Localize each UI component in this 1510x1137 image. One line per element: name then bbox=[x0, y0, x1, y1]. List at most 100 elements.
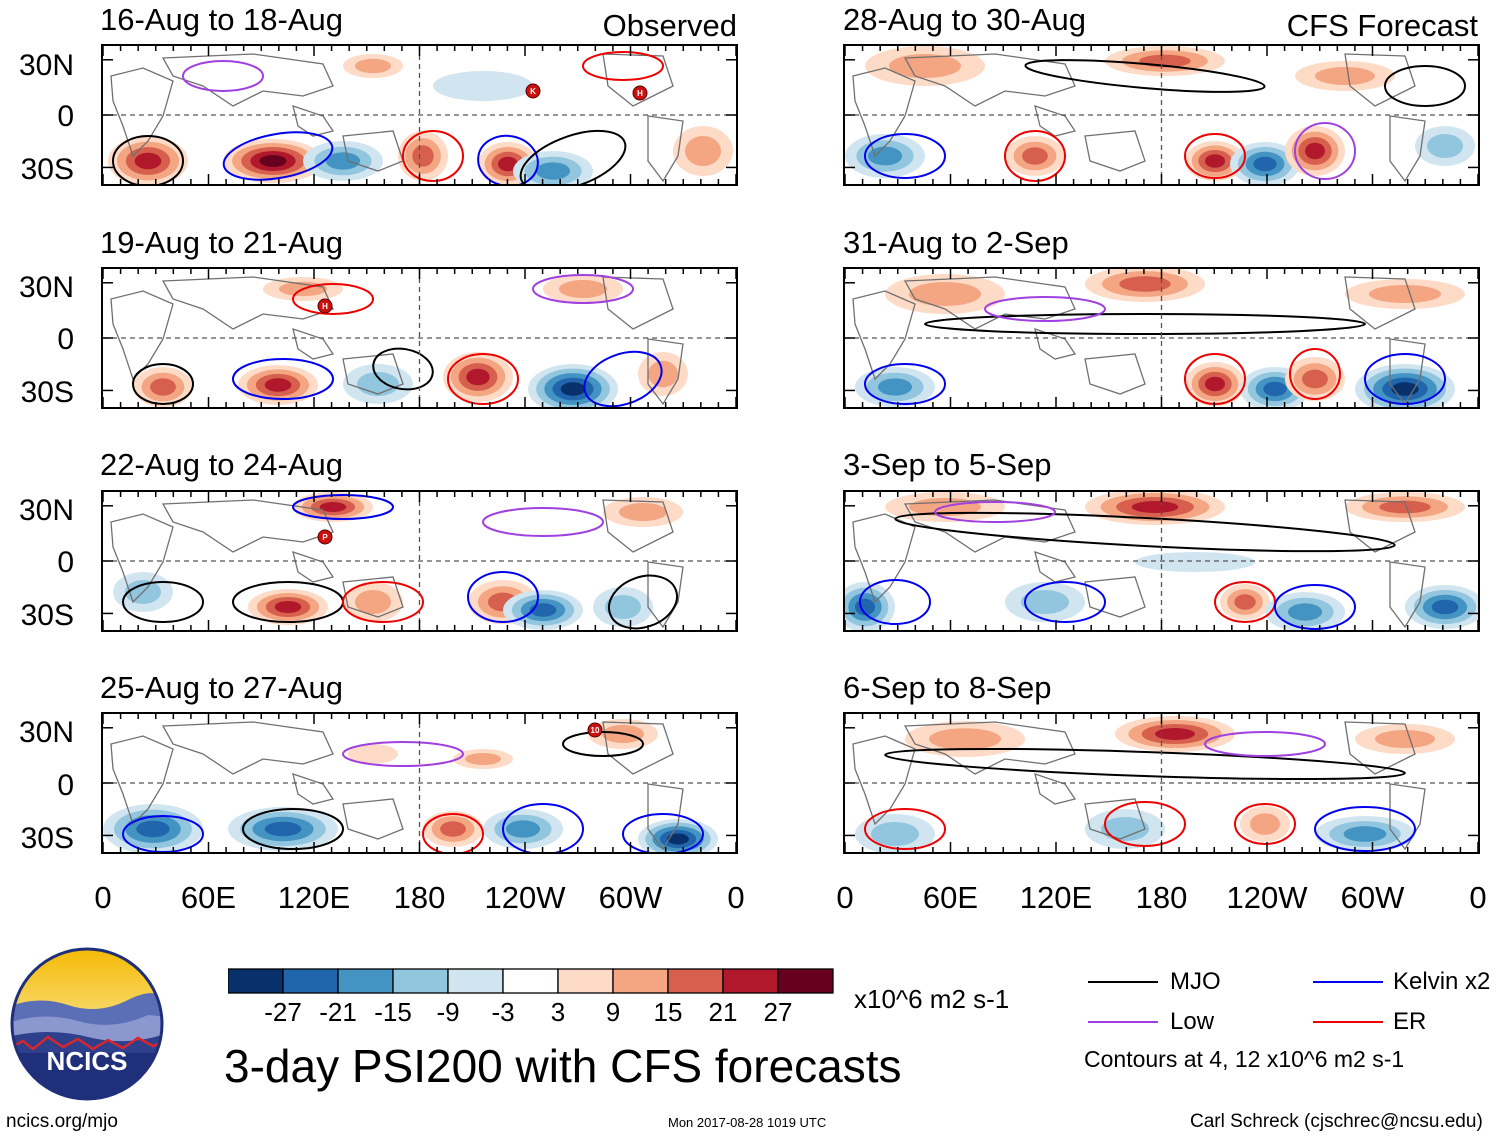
coastline bbox=[1084, 798, 1146, 840]
psi-anomaly-shading bbox=[1375, 730, 1435, 748]
psi-anomaly-shading bbox=[1135, 552, 1255, 572]
coastline bbox=[1034, 773, 1077, 805]
coastline bbox=[1084, 353, 1146, 395]
psi-anomaly-shading bbox=[433, 71, 533, 101]
psi-anomaly-shading bbox=[877, 378, 913, 396]
colorbar-swatch bbox=[612, 968, 669, 994]
contour-line bbox=[864, 808, 946, 850]
colorbar-tick-label: -3 bbox=[491, 997, 515, 1027]
contour-legend bbox=[1088, 981, 1383, 1023]
y-tick-30n: 30N bbox=[18, 716, 74, 749]
psi-anomaly-shading bbox=[1101, 817, 1149, 841]
map-canvas: P bbox=[103, 492, 736, 630]
y-tick-eq: 0 bbox=[57, 323, 74, 356]
psi-anomaly-shading bbox=[619, 503, 667, 521]
psi-anomaly-shading bbox=[465, 753, 501, 765]
psi-anomaly-shading bbox=[355, 58, 391, 74]
panel-title-8: 6-Sep to 8-Sep bbox=[843, 670, 1052, 705]
x-tick-label: 180 bbox=[393, 880, 446, 915]
colorbar bbox=[228, 968, 834, 994]
psi-anomaly-shading bbox=[440, 821, 466, 837]
contour-line bbox=[1204, 731, 1326, 757]
contour-line bbox=[532, 274, 634, 304]
y-tick-eq: 0 bbox=[57, 100, 74, 133]
psi-anomaly-shading bbox=[348, 744, 398, 764]
colorbar-swatch bbox=[337, 968, 394, 994]
psi-anomaly-shading bbox=[498, 156, 518, 172]
y-tick-eq: 0 bbox=[57, 546, 74, 579]
coastline bbox=[161, 53, 334, 107]
panel-title-2: 19-Aug to 21-Aug bbox=[100, 225, 344, 260]
colorbar-swatch bbox=[228, 968, 284, 994]
psi-anomaly-shading bbox=[325, 152, 361, 170]
x-tick-label: 60W bbox=[598, 880, 663, 915]
psi-anomaly-shading bbox=[1253, 156, 1277, 172]
contour-line bbox=[1104, 801, 1186, 847]
storm-marker-label: P bbox=[322, 533, 328, 542]
storm-marker-label: H bbox=[322, 302, 328, 311]
y-tick-30s: 30S bbox=[20, 599, 74, 632]
coastline bbox=[342, 576, 404, 618]
contour-line bbox=[984, 296, 1106, 322]
colorbar-swatch bbox=[392, 968, 449, 994]
contour-line bbox=[1364, 353, 1446, 405]
coastline bbox=[1034, 551, 1077, 583]
contour-line bbox=[112, 135, 184, 184]
y-tick-30n: 30N bbox=[18, 49, 74, 82]
coastline bbox=[602, 721, 674, 775]
psi-anomaly-shading bbox=[1205, 154, 1225, 168]
panel-tag-forecast: CFS Forecast bbox=[1286, 8, 1478, 43]
contour-line bbox=[372, 347, 434, 391]
coastline bbox=[1389, 338, 1426, 406]
x-tick-label: 120E bbox=[1019, 880, 1093, 915]
psi-anomaly-shading bbox=[134, 152, 162, 170]
coastline bbox=[161, 499, 334, 553]
psi-anomaly-shading bbox=[535, 162, 571, 180]
colorbar-swatch bbox=[777, 968, 834, 994]
coastline bbox=[1344, 53, 1416, 107]
panel-tag-observed: Observed bbox=[602, 8, 737, 43]
psi-anomaly-shading bbox=[1131, 501, 1179, 513]
psi-anomaly-shading bbox=[1119, 276, 1171, 292]
y-tick-30n: 30N bbox=[18, 494, 74, 527]
psi-anomaly-shading bbox=[1379, 500, 1431, 514]
coastline bbox=[1389, 115, 1426, 183]
storm-marker-label: K bbox=[530, 87, 536, 96]
map-panel-observed-2: H bbox=[101, 267, 738, 409]
coastline bbox=[1034, 328, 1077, 360]
map-panel-forecast-4 bbox=[843, 712, 1480, 854]
y-tick-30n: 30N bbox=[18, 271, 74, 304]
coastline bbox=[292, 551, 335, 583]
coastline bbox=[1034, 105, 1077, 137]
contour-line bbox=[608, 574, 678, 630]
storm-marker bbox=[632, 85, 648, 101]
map-panel-observed-4: 10 bbox=[101, 712, 738, 854]
map-panel-forecast-1 bbox=[843, 44, 1480, 186]
contour-line bbox=[582, 51, 664, 81]
x-tick-label: 60E bbox=[180, 880, 237, 915]
x-tick-label: 120W bbox=[1226, 880, 1308, 915]
panel-title-3: 22-Aug to 24-Aug bbox=[100, 447, 344, 482]
colorbar-swatch bbox=[282, 968, 339, 994]
colorbar-tick-label: -15 bbox=[374, 997, 412, 1027]
psi-anomaly-shading bbox=[1427, 134, 1463, 158]
x-tick-label: 60W bbox=[1340, 880, 1405, 915]
contour-line bbox=[477, 134, 539, 184]
contour-line bbox=[1024, 581, 1106, 623]
coastline bbox=[903, 53, 1076, 107]
x-tick-label: 0 bbox=[836, 880, 854, 915]
colorbar-swatch bbox=[667, 968, 724, 994]
psi-anomaly-shading bbox=[871, 822, 919, 846]
contour-line bbox=[292, 494, 394, 520]
psi-anomaly-shading bbox=[264, 378, 292, 392]
psi-anomaly-shading bbox=[867, 146, 903, 166]
panel-title-4: 25-Aug to 27-Aug bbox=[100, 670, 344, 705]
contour-line bbox=[1294, 122, 1356, 180]
map-panel-forecast-3 bbox=[843, 490, 1480, 632]
psi-anomaly-shading bbox=[1431, 599, 1459, 615]
panel-title-7: 3-Sep to 5-Sep bbox=[843, 447, 1052, 482]
psi-anomaly-shading bbox=[1205, 376, 1225, 392]
map-canvas: H bbox=[103, 269, 736, 407]
psi-anomaly-shading bbox=[1234, 594, 1256, 610]
psi-anomaly-shading bbox=[909, 282, 981, 306]
